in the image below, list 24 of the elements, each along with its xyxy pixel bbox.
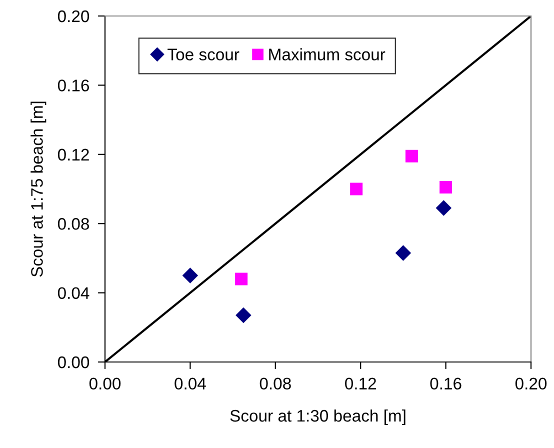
legend-label: Toe scour bbox=[168, 48, 240, 60]
y-tick-label: 0.08 bbox=[58, 218, 89, 230]
y-tick-label: 0.00 bbox=[58, 356, 90, 368]
point bbox=[235, 272, 248, 286]
point bbox=[182, 268, 198, 284]
x-axis-title: Scour at 1:30 beach [m] bbox=[230, 409, 406, 426]
x-tick-label: 0.00 bbox=[89, 378, 121, 390]
x-tick-label: 0.12 bbox=[345, 378, 376, 390]
legend-label: Maximum scour bbox=[269, 48, 386, 60]
x-tick-label: 0.04 bbox=[174, 378, 206, 390]
y-tick-label: 0.20 bbox=[58, 10, 90, 22]
x-tick-label: 0.08 bbox=[260, 378, 291, 390]
y-axis-title: Scour at 1:75 beach [m] bbox=[30, 102, 46, 277]
x-tick-label: 0.20 bbox=[515, 378, 547, 390]
point bbox=[436, 200, 452, 216]
x-tick-label: 0.16 bbox=[430, 378, 462, 390]
point bbox=[405, 150, 418, 162]
point bbox=[440, 181, 452, 194]
point bbox=[236, 308, 252, 323]
y-tick-label: 0.16 bbox=[58, 80, 89, 92]
point bbox=[350, 182, 363, 196]
y-tick-label: 0.04 bbox=[58, 287, 90, 300]
point bbox=[396, 245, 411, 261]
y-tick-label: 0.12 bbox=[58, 148, 89, 161]
